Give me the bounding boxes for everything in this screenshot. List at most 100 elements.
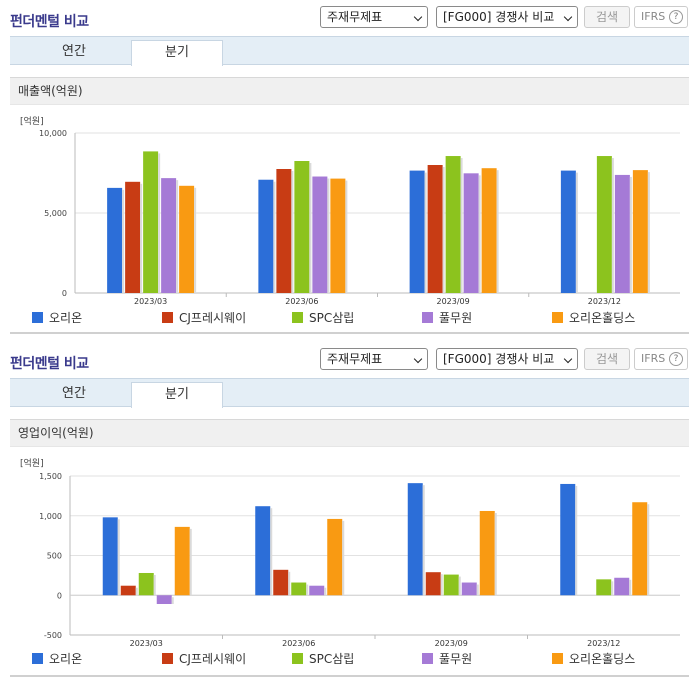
bar-CJ프레시웨이-2023/09 bbox=[427, 165, 443, 293]
section-title: 영업이익(억원) bbox=[10, 419, 689, 447]
legend-item[interactable]: 풀무원 bbox=[422, 651, 472, 667]
sales-bar-chart: 0 5,000 10,000 2023/03 2023/06 2023/09 2023/12 bbox=[39, 129, 680, 306]
bar-오리온-2023/09 bbox=[407, 483, 423, 596]
panel-header: 펀더멘털 비교 주재무제표 [FG000] 경쟁사 비교 검색 IFRS? bbox=[0, 342, 696, 376]
bar-shadow bbox=[306, 584, 309, 596]
bar-오리온-2023/12 bbox=[560, 483, 576, 596]
bar-CJ프레시웨이-2023/03 bbox=[120, 585, 136, 596]
bar-CJ프레시웨이-2023/09 bbox=[425, 572, 441, 596]
bar-shadow bbox=[291, 171, 294, 293]
operating-profit-bar-chart: -500 0 500 1,000 1,500 2023/03 2023/06 2023/09 2… bbox=[39, 472, 680, 648]
bar-shadow bbox=[288, 571, 291, 596]
bar-풀무원-2023/12 bbox=[614, 174, 630, 293]
legend-label: 오리온홀딩스 bbox=[569, 311, 636, 325]
ifrs-help-button[interactable]: IFRS? bbox=[634, 348, 688, 370]
legend-swatch bbox=[422, 653, 433, 664]
bar-SPC삼립-2023/06 bbox=[291, 582, 307, 596]
x-tick-label: 2023/09 bbox=[437, 297, 470, 306]
bar-shadow bbox=[189, 528, 192, 596]
bar-오리온-2023/03 bbox=[102, 517, 118, 596]
legend-label: SPC삼립 bbox=[309, 311, 355, 325]
panel-title: 펀더멘털 비교 bbox=[10, 14, 89, 30]
bar-SPC삼립-2023/09 bbox=[443, 574, 459, 596]
bar-풀무원-2023/03 bbox=[156, 595, 172, 604]
bar-shadow bbox=[117, 519, 120, 596]
legend-item[interactable]: CJ프레시웨이 bbox=[162, 651, 246, 667]
bar-shadow bbox=[309, 163, 312, 293]
tab-quarterly[interactable]: 분기 bbox=[131, 40, 223, 66]
legend-swatch bbox=[162, 653, 173, 664]
bar-오리온홀딩스-2023/12 bbox=[632, 502, 648, 596]
tab-annual[interactable]: 연간 bbox=[62, 44, 86, 59]
y-tick-label: 1,500 bbox=[39, 472, 62, 481]
legend-item[interactable]: CJ프레시웨이 bbox=[162, 310, 246, 326]
legend-item[interactable]: 오리온 bbox=[32, 310, 82, 326]
bar-shadow bbox=[460, 158, 463, 293]
bar-shadow bbox=[575, 172, 578, 293]
tab-quarterly[interactable]: 분기 bbox=[131, 382, 223, 408]
bar-SPC삼립-2023/03 bbox=[143, 151, 159, 293]
bar-SPC삼립-2023/06 bbox=[294, 161, 310, 293]
bar-풀무원-2023/09 bbox=[461, 582, 477, 596]
bar-오리온홀딩스-2023/06 bbox=[330, 178, 346, 293]
bar-오리온홀딩스-2023/12 bbox=[632, 170, 648, 293]
bar-shadow bbox=[324, 587, 327, 596]
bar-shadow bbox=[158, 153, 161, 293]
legend-item[interactable]: 오리온홀딩스 bbox=[552, 651, 635, 667]
legend-item[interactable]: 오리온홀딩스 bbox=[552, 310, 635, 326]
statement-select[interactable]: 주재무제표 bbox=[320, 348, 428, 370]
ifrs-label: IFRS bbox=[641, 10, 666, 23]
legend-label: 오리온 bbox=[49, 652, 83, 666]
legend-label: 오리온홀딩스 bbox=[569, 652, 636, 666]
bar-CJ프레시웨이-2023/03 bbox=[125, 181, 141, 293]
fundamental-panel-sales: 펀더멘털 비교 주재무제표 [FG000] 경쟁사 비교 검색 IFRS? 연간… bbox=[0, 0, 696, 340]
search-button[interactable]: 검색 bbox=[584, 348, 630, 370]
compare-select[interactable]: [FG000] 경쟁사 비교 bbox=[436, 6, 578, 28]
x-tick-label: 2023/09 bbox=[435, 639, 468, 648]
bar-shadow bbox=[153, 574, 156, 596]
bar-shadow bbox=[424, 172, 427, 293]
bar-풀무원-2023/06 bbox=[312, 176, 328, 293]
legend-item[interactable]: 풀무원 bbox=[422, 310, 472, 326]
chart-legend: 오리온 CJ프레시웨이 SPC삼립 풀무원 오리온홀딩스 bbox=[0, 651, 696, 669]
bar-shadow bbox=[327, 178, 330, 293]
divider bbox=[10, 332, 689, 334]
y-tick-label: 0 bbox=[62, 289, 67, 298]
bar-오리온-2023/03 bbox=[107, 187, 123, 293]
bar-shadow bbox=[476, 584, 479, 596]
bar-shadow bbox=[345, 180, 348, 293]
legend-swatch bbox=[292, 653, 303, 664]
bar-shadow bbox=[194, 187, 197, 293]
statement-select[interactable]: 주재무제표 bbox=[320, 6, 428, 28]
legend-swatch bbox=[552, 312, 563, 323]
legend-item[interactable]: SPC삼립 bbox=[292, 310, 354, 326]
x-tick-label: 2023/03 bbox=[134, 297, 167, 306]
bar-shadow bbox=[122, 189, 125, 293]
bar-오리온-2023/09 bbox=[409, 170, 425, 293]
search-button[interactable]: 검색 bbox=[584, 6, 630, 28]
bar-shadow bbox=[647, 172, 650, 293]
chart-legend: 오리온 CJ프레시웨이 SPC삼립 풀무원 오리온홀딩스 bbox=[0, 310, 696, 328]
legend-label: CJ프레시웨이 bbox=[179, 652, 247, 666]
legend-item[interactable]: SPC삼립 bbox=[292, 651, 354, 667]
y-tick-label: 0 bbox=[57, 591, 62, 600]
bar-shadow bbox=[611, 158, 614, 293]
bar-shadow bbox=[458, 576, 461, 596]
legend-label: 풀무원 bbox=[439, 652, 473, 666]
bar-CJ프레시웨이-2023/06 bbox=[273, 569, 289, 596]
y-tick-label: -500 bbox=[44, 631, 62, 640]
help-icon: ? bbox=[669, 352, 683, 366]
bar-SPC삼립-2023/03 bbox=[138, 572, 154, 596]
legend-item[interactable]: 오리온 bbox=[32, 651, 82, 667]
ifrs-help-button[interactable]: IFRS? bbox=[634, 6, 688, 28]
tab-annual[interactable]: 연간 bbox=[62, 386, 86, 401]
bar-오리온홀딩스-2023/09 bbox=[479, 510, 495, 596]
compare-select[interactable]: [FG000] 경쟁사 비교 bbox=[436, 348, 578, 370]
period-tabs: 연간 분기 bbox=[10, 36, 689, 66]
bar-오리온홀딩스-2023/06 bbox=[327, 518, 343, 596]
bar-shadow bbox=[176, 180, 179, 293]
legend-label: 오리온 bbox=[49, 311, 83, 325]
bar-풀무원-2023/06 bbox=[309, 585, 325, 596]
y-tick-label: 10,000 bbox=[39, 129, 67, 138]
bar-shadow bbox=[171, 597, 174, 604]
